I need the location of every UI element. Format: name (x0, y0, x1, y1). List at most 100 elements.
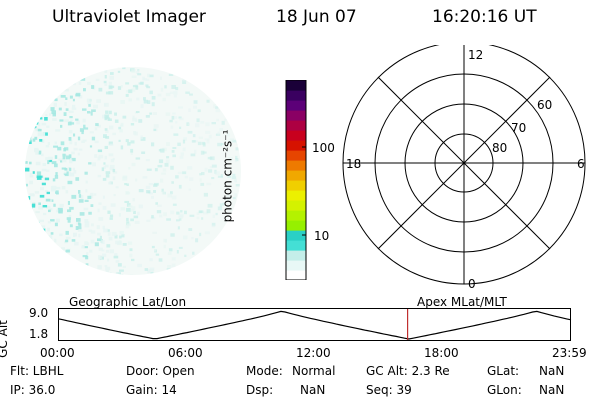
uv-speckle (146, 190, 151, 194)
uv-speckle (25, 270, 27, 273)
uv-speckle (69, 167, 72, 171)
uv-speckle (25, 250, 28, 254)
uv-speckle (234, 193, 237, 198)
uv-speckle (167, 193, 172, 198)
uv-speckle (121, 234, 125, 238)
uv-speckle (235, 147, 239, 151)
uv-speckle (85, 272, 90, 275)
uv-speckle (72, 167, 75, 171)
uv-speckle (218, 267, 221, 271)
x-tick-2359: 23:59 (552, 346, 587, 360)
uv-speckle (172, 154, 176, 158)
uv-speckle (54, 238, 57, 243)
uv-speckle (117, 70, 121, 73)
uv-speckle (177, 226, 180, 230)
uv-speckle (118, 213, 121, 217)
uv-speckle (151, 215, 154, 219)
colorbar-tick-100: 100 (312, 141, 335, 155)
uv-speckle (109, 272, 112, 275)
mlat-label-60: 60 (537, 98, 553, 112)
uv-speckle (74, 141, 77, 146)
uv-speckle (27, 122, 31, 126)
uv-speckle (125, 93, 129, 97)
uv-speckle (38, 175, 43, 178)
uv-speckle (127, 241, 133, 245)
uv-speckle (25, 203, 28, 206)
info-glon-value: NaN (539, 383, 565, 397)
uv-speckle (136, 71, 140, 74)
uv-speckle (170, 210, 175, 215)
uv-speckle (151, 102, 155, 107)
uv-speckle (64, 102, 67, 106)
uv-speckle (206, 209, 211, 214)
uv-speckle (38, 123, 41, 127)
uv-speckle (171, 181, 174, 184)
uv-speckle (35, 151, 39, 155)
uv-speckle (54, 98, 58, 102)
uv-speckle (71, 157, 76, 162)
uv-speckle (203, 211, 209, 215)
uv-speckle (160, 178, 164, 183)
uv-speckle (38, 74, 41, 78)
uv-speckle (37, 265, 42, 270)
uv-speckle (226, 67, 231, 71)
uv-speckle (244, 239, 248, 243)
uv-speckle (211, 222, 216, 227)
uv-speckle (44, 238, 49, 241)
uv-speckle (42, 236, 46, 240)
uv-speckle (204, 138, 210, 141)
uv-speckle (107, 258, 110, 262)
uv-speckle (151, 269, 154, 272)
uv-speckle (51, 185, 57, 190)
uv-speckle (200, 182, 205, 186)
uv-speckle (148, 269, 151, 273)
uv-speckle (180, 152, 184, 156)
uv-speckle (196, 118, 200, 123)
uv-speckle (39, 256, 42, 260)
uv-speckle (67, 209, 72, 213)
uv-speckle (212, 214, 215, 218)
uv-speckle (217, 175, 223, 178)
uv-speckle (102, 253, 107, 257)
uv-speckle (50, 232, 54, 235)
uv-speckle (34, 136, 38, 140)
uv-speckle (88, 229, 93, 232)
uv-speckle (77, 136, 81, 141)
uv-speckle (54, 155, 58, 159)
uv-speckle (199, 76, 204, 80)
uv-speckle (103, 162, 106, 165)
uv-speckle (219, 128, 223, 132)
uv-speckle (25, 261, 27, 264)
uv-speckle (149, 267, 155, 271)
uv-speckle (149, 192, 153, 195)
uv-speckle (143, 97, 146, 101)
uv-speckle (50, 219, 55, 222)
uv-speckle (164, 239, 167, 243)
uv-speckle (47, 142, 50, 145)
uv-speckle (122, 115, 127, 119)
uv-speckle (216, 240, 219, 244)
uv-speckle (137, 211, 140, 216)
uv-speckle (59, 72, 64, 76)
uv-speckle (200, 121, 205, 124)
uv-speckle (25, 195, 27, 198)
uv-speckle (60, 63, 65, 65)
uv-speckle (84, 171, 88, 175)
uv-speckle (197, 141, 202, 146)
uv-speckle (32, 227, 37, 232)
uv-speckle (59, 80, 62, 84)
uv-speckle (65, 77, 68, 80)
observation-time: 16:20:16 UT (432, 7, 537, 27)
uv-speckle (109, 75, 114, 80)
uv-speckle (211, 276, 214, 280)
uv-speckle (81, 271, 84, 275)
uv-speckle (211, 78, 214, 82)
uv-speckle (77, 229, 83, 232)
uv-speckle (52, 250, 56, 254)
uv-speckle (90, 239, 95, 244)
uv-speckle (96, 99, 101, 103)
uv-speckle (202, 278, 205, 280)
uv-speckle (153, 124, 159, 128)
uv-speckle (25, 270, 29, 274)
uv-speckle (141, 274, 147, 275)
